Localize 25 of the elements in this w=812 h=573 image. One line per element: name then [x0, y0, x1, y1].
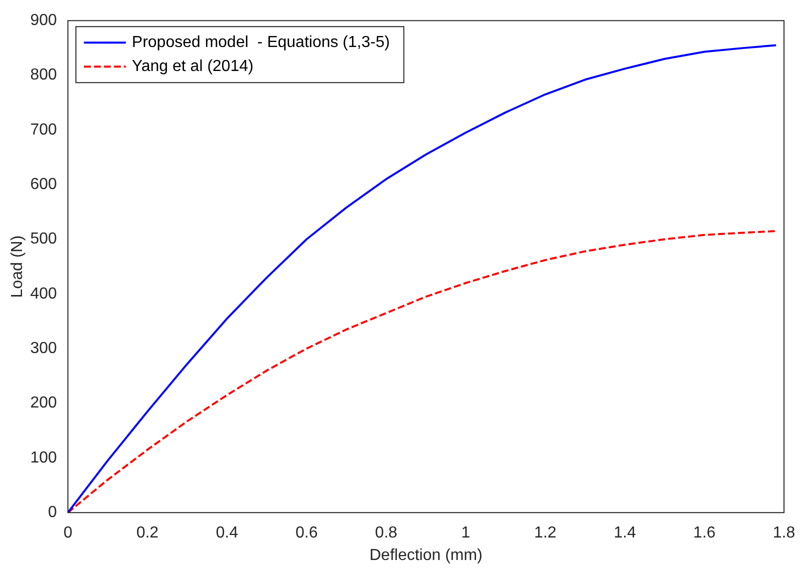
x-tick-label: 0.2	[136, 524, 159, 542]
x-tick-label: 0	[63, 524, 72, 542]
x-tick-label: 1.2	[534, 524, 557, 542]
x-tick-label: 1	[461, 524, 470, 542]
y-axis-title: Load (N)	[9, 235, 26, 298]
x-tick-label: 1.6	[693, 524, 716, 542]
x-tick-label: 0.4	[216, 524, 238, 542]
legend-label: Proposed model - Equations (1,3-5)	[132, 34, 390, 52]
y-tick-label: 900	[30, 12, 57, 30]
y-tick-label: 200	[30, 394, 57, 412]
y-tick-label: 400	[30, 285, 57, 302]
x-tick-label: 0.8	[375, 524, 398, 542]
line-series	[68, 230, 778, 513]
x-tick-label: 1.4	[614, 524, 636, 542]
y-tick-label: 800	[30, 66, 57, 84]
x-axis-title: Deflection (mm)	[369, 546, 482, 564]
x-tick-label: 1.8	[772, 524, 796, 542]
x-tick-label: 0.6	[295, 524, 318, 542]
y-tick-label: 600	[30, 176, 57, 194]
y-tick-label: 100	[30, 449, 57, 466]
y-tick-label: 500	[30, 230, 57, 248]
y-tick-label: 300	[30, 340, 57, 358]
y-tick-label: 700	[30, 121, 57, 138]
y-tick-label: 0	[48, 504, 57, 522]
legend-label: Yang et al (2014)	[132, 58, 254, 76]
